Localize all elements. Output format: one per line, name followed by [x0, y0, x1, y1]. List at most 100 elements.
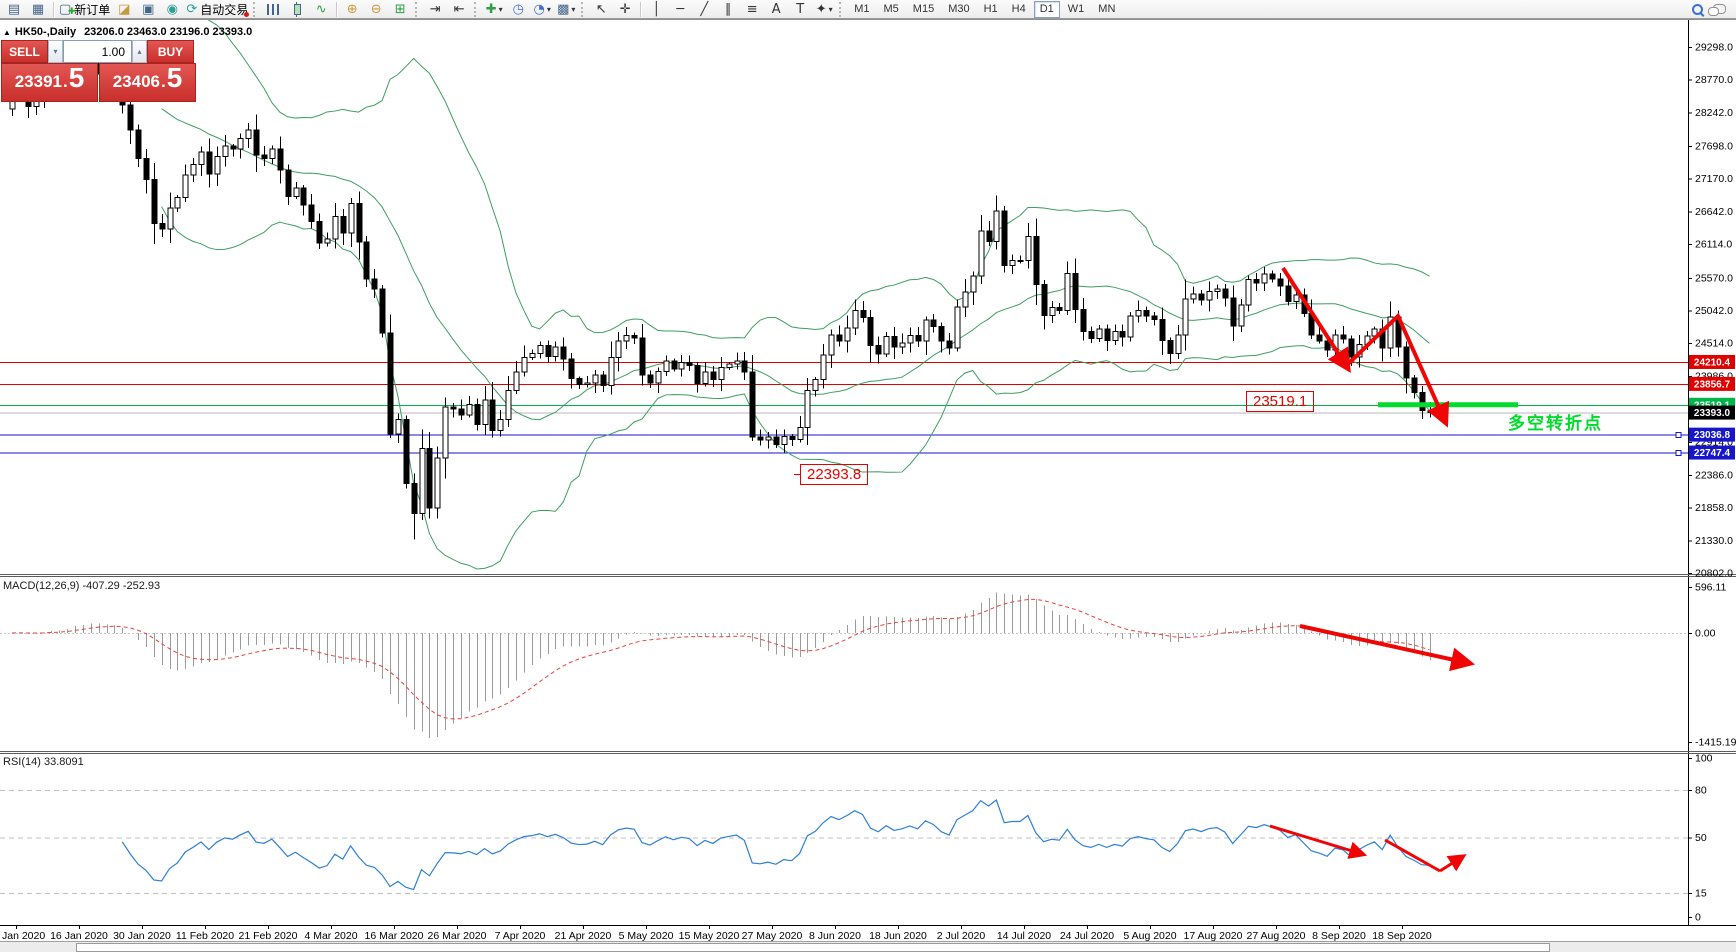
svg-text:17 Aug 2020: 17 Aug 2020 — [1184, 930, 1243, 942]
rsi-pane[interactable] — [121, 799, 1467, 891]
price-level-lines[interactable] — [0, 361, 1688, 457]
autotrading-off-dot — [244, 11, 250, 17]
candlestick-chart-icon[interactable] — [285, 1, 309, 18]
svg-text:23036.8: 23036.8 — [1694, 430, 1731, 441]
svg-text:23856.7: 23856.7 — [1694, 379, 1731, 390]
svg-text:25042.0: 25042.0 — [1695, 305, 1733, 317]
svg-text:100: 100 — [1695, 753, 1713, 765]
svg-text:30 Jan 2020: 30 Jan 2020 — [113, 930, 171, 942]
svg-text:7 Apr 2020: 7 Apr 2020 — [495, 930, 546, 942]
search-icon[interactable] — [1692, 3, 1703, 15]
new-order-button[interactable]: ▢ ✚ 新订单 — [59, 1, 111, 17]
chat-icon[interactable] — [1708, 4, 1726, 16]
svg-text:24 Jul 2020: 24 Jul 2020 — [1060, 930, 1114, 942]
tab-h4[interactable]: H4 — [1011, 2, 1026, 15]
fibonacci-icon[interactable]: ≡ — [746, 1, 758, 17]
vertical-line-icon[interactable]: │ — [652, 1, 661, 17]
svg-text:26 Mar 2020: 26 Mar 2020 — [428, 930, 487, 942]
text-label-icon[interactable]: T — [796, 1, 805, 17]
market-watch-icon[interactable]: ▤ — [7, 1, 21, 17]
channel-icon[interactable]: ∥ — [724, 1, 732, 17]
tile-windows-icon[interactable]: ⊞ — [394, 1, 406, 17]
svg-text:25570.0: 25570.0 — [1695, 272, 1733, 284]
tab-m15[interactable]: M15 — [912, 2, 935, 15]
periods-dropdown[interactable]: ◔ ▾ — [533, 1, 551, 17]
profiles-dropdown[interactable]: ▩ ▾ — [557, 1, 576, 17]
svg-text:18 Sep 2020: 18 Sep 2020 — [1372, 930, 1432, 942]
svg-text:0: 0 — [1695, 912, 1701, 924]
trendline-icon[interactable]: ╱ — [700, 1, 709, 17]
crosshair-icon[interactable]: ✛ — [619, 1, 631, 17]
svg-text:50: 50 — [1695, 832, 1707, 844]
support-price-label[interactable]: 22393.8 — [793, 464, 869, 485]
tab-m5[interactable]: M5 — [883, 2, 899, 15]
volume-down-button[interactable]: ▾ — [48, 40, 63, 63]
svg-text:27 Aug 2020: 27 Aug 2020 — [1247, 930, 1306, 942]
svg-text:28242.0: 28242.0 — [1695, 107, 1733, 119]
signals-icon[interactable]: ◉ — [166, 1, 178, 17]
turning-point-label[interactable]: 多空转折点 — [1508, 414, 1603, 433]
svg-text:2 Jul 2020: 2 Jul 2020 — [937, 930, 986, 942]
zoom-out-icon[interactable]: ⊖ — [370, 1, 382, 17]
auto-scroll-icon[interactable]: ⇥ — [429, 1, 441, 17]
tab-mn[interactable]: MN — [1098, 2, 1116, 15]
svg-text:8 Jun 2020: 8 Jun 2020 — [809, 930, 861, 942]
svg-text:4 Mar 2020: 4 Mar 2020 — [304, 930, 357, 942]
svg-text:21 Apr 2020: 21 Apr 2020 — [555, 930, 612, 942]
scrollbar-thumb[interactable] — [76, 943, 1550, 952]
sell-price-button[interactable]: 23391. 5 — [1, 63, 98, 102]
price-axis-badges: 24210.423856.723519.123393.023036.822747… — [1689, 354, 1735, 460]
date-axis[interactable]: Jan 2020 16 Jan 2020 30 Jan 2020 11 Feb 202… — [2, 925, 1432, 942]
macd-histogram — [20, 592, 1431, 739]
clock-icon[interactable]: ◷ — [512, 1, 524, 17]
svg-text:15 May 2020: 15 May 2020 — [679, 930, 740, 942]
data-window-icon[interactable]: ▦ — [31, 1, 45, 17]
horizontal-line-icon[interactable]: ─ — [676, 1, 685, 17]
volume-up-button[interactable]: ▴ — [132, 40, 147, 63]
svg-text:26642.0: 26642.0 — [1695, 206, 1733, 218]
rsi-indicator-label: RSI(14) 33.8091 — [3, 756, 84, 768]
bar-chart-icon[interactable] — [261, 1, 285, 18]
one-click-trade-panel: SELL ▾ 1.00 ▴ BUY 23391. 5 23406. 5 — [1, 40, 196, 102]
add-indicator-dropdown[interactable]: ✚ ▾ — [485, 1, 503, 17]
chart-canvas[interactable]: 29298.0 28770.0 28242.0 27698.0 27170.0 26642… — [0, 19, 1736, 952]
auto-trading-button[interactable]: ⟳ 自动交易 — [186, 1, 250, 17]
chart-title: ▲ HK50-,Daily 23206.0 23463.0 23196.0 2339… — [3, 26, 252, 38]
expert-advisors-icon[interactable]: ◪ — [118, 1, 131, 17]
horizontal-scrollbar[interactable] — [0, 941, 1736, 952]
zoom-in-icon[interactable]: ⊕ — [346, 1, 358, 17]
svg-text:24210.4: 24210.4 — [1694, 357, 1731, 368]
cursor-icon[interactable]: ↖ — [595, 1, 607, 17]
svg-text:16 Mar 2020: 16 Mar 2020 — [365, 930, 424, 942]
collapse-panel-icon[interactable]: ▲ — [3, 28, 11, 37]
arrows-tool-dropdown[interactable]: ✦ ▾ — [815, 1, 833, 17]
buy-button[interactable]: BUY — [147, 40, 194, 63]
svg-text:26114.0: 26114.0 — [1695, 239, 1732, 251]
text-tool-icon[interactable]: A — [771, 1, 781, 17]
terminal-icon[interactable]: ▣ — [142, 1, 155, 17]
main-pane[interactable] — [9, 19, 1518, 570]
resistance-price-label[interactable]: 23519.1 — [1246, 391, 1315, 412]
svg-text:23393.0: 23393.0 — [1694, 408, 1731, 419]
macd-pane[interactable] — [11, 592, 1476, 739]
svg-text:21330.0: 21330.0 — [1695, 535, 1733, 547]
svg-text:29298.0: 29298.0 — [1695, 42, 1733, 54]
tab-d1[interactable]: D1 — [1033, 0, 1060, 18]
line-chart-icon[interactable]: ∿ — [315, 1, 327, 17]
chart-shift-icon[interactable]: ⇤ — [453, 1, 465, 17]
volume-input[interactable]: 1.00 — [63, 40, 132, 63]
tab-h1[interactable]: H1 — [983, 2, 998, 15]
buy-price-button[interactable]: 23406. 5 — [99, 63, 196, 102]
tab-m30[interactable]: M30 — [948, 2, 970, 15]
sell-button[interactable]: SELL — [1, 40, 48, 63]
tab-w1[interactable]: W1 — [1067, 2, 1085, 15]
svg-text:28770.0: 28770.0 — [1695, 74, 1733, 86]
tab-m1[interactable]: M1 — [854, 2, 870, 15]
svg-text:18 Jun 2020: 18 Jun 2020 — [869, 930, 927, 942]
svg-text:5 Aug 2020: 5 Aug 2020 — [1123, 930, 1176, 942]
chart-area[interactable]: 29298.0 28770.0 28242.0 27698.0 27170.0 26642… — [0, 19, 1736, 952]
symbol-period: HK50-,Daily — [14, 26, 77, 38]
svg-text:596.11: 596.11 — [1695, 582, 1726, 594]
svg-text:80: 80 — [1695, 784, 1707, 796]
svg-text:27 May 2020: 27 May 2020 — [742, 930, 803, 942]
